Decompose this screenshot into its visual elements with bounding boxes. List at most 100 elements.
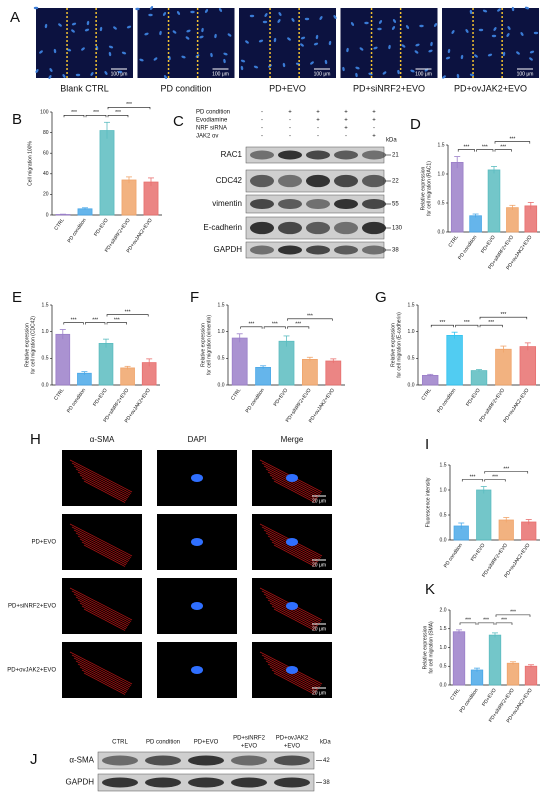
band xyxy=(145,755,181,766)
y-tick-label: 1.0 xyxy=(438,171,445,177)
significance-label: *** xyxy=(71,110,77,116)
y-tick-label: 1.0 xyxy=(218,329,225,335)
condition-sign: - xyxy=(289,118,291,124)
bar xyxy=(524,205,538,233)
band xyxy=(306,221,330,235)
significance-bracket xyxy=(263,326,286,329)
band xyxy=(334,174,358,188)
significance-label: *** xyxy=(492,474,498,480)
band xyxy=(278,150,302,160)
condition-sign: + xyxy=(316,110,320,116)
significance-label: *** xyxy=(463,144,469,150)
bar xyxy=(231,337,248,386)
scale-bar-label: 100 μm xyxy=(517,71,534,77)
actin-fiber xyxy=(271,669,317,694)
significance-label: *** xyxy=(482,144,488,150)
scale-bar-label: 100 μm xyxy=(212,71,229,77)
y-tick-label: 0.5 xyxy=(42,356,49,362)
cell xyxy=(529,50,535,54)
actin-fiber xyxy=(73,529,131,560)
x-tick-label: PD condition xyxy=(66,387,87,414)
y-axis-label: for cell migration (CDC42) xyxy=(30,316,36,374)
cell xyxy=(204,9,209,13)
cell xyxy=(487,53,493,57)
cell xyxy=(520,32,524,36)
condition-name: JAK2 ov xyxy=(196,134,218,140)
cell xyxy=(397,69,400,75)
y-tick-label: 100 xyxy=(40,109,49,115)
bar xyxy=(469,215,482,233)
significance-bracket xyxy=(287,318,333,321)
actin-fiber xyxy=(83,544,126,567)
actin-fiber xyxy=(81,605,127,630)
band xyxy=(306,198,330,210)
y-tick-label: 0 xyxy=(46,212,49,218)
cell xyxy=(364,21,369,25)
cell xyxy=(319,16,323,20)
fluorescence-image xyxy=(62,450,142,506)
nucleus xyxy=(286,538,298,546)
band-name: E-cadherin xyxy=(203,223,242,232)
cell xyxy=(99,26,103,32)
row-label: PD+siNRF2+EVO xyxy=(8,604,56,610)
cell xyxy=(117,70,123,74)
cell xyxy=(245,40,249,44)
panel-letter: B xyxy=(12,111,22,128)
migration-image xyxy=(340,8,438,78)
y-tick-label: 2.0 xyxy=(440,607,447,613)
significance-label: *** xyxy=(500,312,506,318)
actin-fiber xyxy=(271,477,317,502)
fluorescence-image xyxy=(62,578,142,634)
condition-sign: + xyxy=(372,118,376,124)
significance-bracket xyxy=(107,107,151,110)
bar xyxy=(488,634,502,686)
band xyxy=(231,755,267,766)
actin-fiber xyxy=(75,660,130,689)
x-tick-label: PD+ovJAK2+EVO xyxy=(308,387,336,424)
band xyxy=(250,174,274,188)
image-label: PD condition xyxy=(160,83,211,93)
cell xyxy=(81,47,85,51)
nucleus xyxy=(191,474,203,482)
cell xyxy=(456,73,460,79)
cell xyxy=(33,6,39,10)
cell xyxy=(401,44,406,48)
actin-fiber xyxy=(267,663,319,691)
bar xyxy=(498,519,514,541)
bar xyxy=(120,367,135,386)
cell xyxy=(433,23,438,27)
significance-bracket xyxy=(106,314,149,317)
cell xyxy=(223,52,228,56)
y-tick-label: 20 xyxy=(43,192,49,198)
scale-bar-label: 20 μm xyxy=(312,498,326,504)
significance-label: *** xyxy=(501,618,507,624)
cell xyxy=(388,44,391,50)
cell xyxy=(392,19,397,23)
y-tick-label: 0.0 xyxy=(218,382,225,388)
significance-label: *** xyxy=(114,317,120,323)
fluorescence-image xyxy=(62,642,142,698)
bar xyxy=(506,662,520,686)
x-tick-label: PD condition xyxy=(436,387,457,414)
actin-fiber xyxy=(81,669,127,694)
y-axis-label: Relative expression xyxy=(24,323,30,367)
cell xyxy=(491,34,497,38)
actin-fiber xyxy=(271,605,317,630)
cell xyxy=(258,39,264,43)
bar xyxy=(521,521,537,541)
cell xyxy=(49,68,53,72)
cell xyxy=(135,7,140,11)
scale-bar-label: 20 μm xyxy=(312,626,326,632)
y-axis-label: for cell migration (RAC1) xyxy=(426,161,432,216)
y-tick-label: 0.5 xyxy=(408,356,415,362)
x-tick-label: CTRL xyxy=(53,387,66,401)
significance-label: *** xyxy=(93,110,99,116)
significance-bracket xyxy=(494,141,531,144)
lane-label: +EVO xyxy=(241,744,258,750)
actin-fiber xyxy=(69,523,133,557)
significance-label: *** xyxy=(295,322,301,328)
significance-bracket xyxy=(461,479,484,482)
significance-bracket xyxy=(477,622,495,625)
nucleus xyxy=(286,602,298,610)
